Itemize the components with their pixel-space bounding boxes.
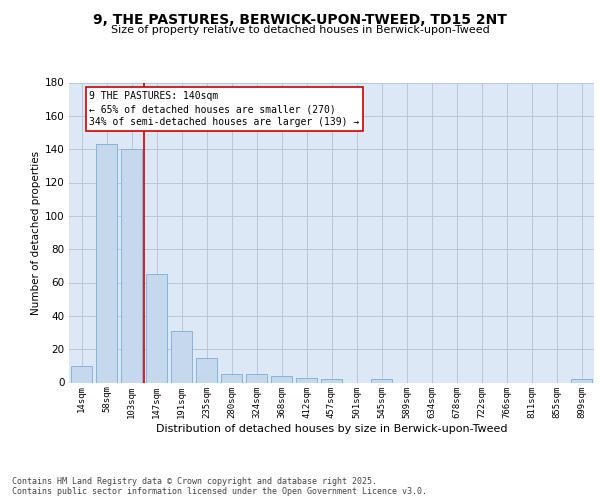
X-axis label: Distribution of detached houses by size in Berwick-upon-Tweed: Distribution of detached houses by size … bbox=[156, 424, 507, 434]
Text: 9, THE PASTURES, BERWICK-UPON-TWEED, TD15 2NT: 9, THE PASTURES, BERWICK-UPON-TWEED, TD1… bbox=[93, 12, 507, 26]
Bar bbox=[246, 374, 267, 382]
Text: Contains public sector information licensed under the Open Government Licence v3: Contains public sector information licen… bbox=[12, 487, 427, 496]
Bar bbox=[271, 376, 292, 382]
Bar bbox=[296, 378, 317, 382]
Y-axis label: Number of detached properties: Number of detached properties bbox=[31, 150, 41, 314]
Bar bbox=[146, 274, 167, 382]
Bar bbox=[196, 358, 217, 382]
Text: 9 THE PASTURES: 140sqm
← 65% of detached houses are smaller (270)
34% of semi-de: 9 THE PASTURES: 140sqm ← 65% of detached… bbox=[89, 91, 359, 127]
Bar bbox=[221, 374, 242, 382]
Bar bbox=[321, 379, 342, 382]
Bar bbox=[96, 144, 117, 382]
Bar bbox=[121, 149, 142, 382]
Bar bbox=[571, 379, 592, 382]
Text: Size of property relative to detached houses in Berwick-upon-Tweed: Size of property relative to detached ho… bbox=[110, 25, 490, 35]
Bar bbox=[371, 379, 392, 382]
Bar bbox=[71, 366, 92, 382]
Text: Contains HM Land Registry data © Crown copyright and database right 2025.: Contains HM Land Registry data © Crown c… bbox=[12, 477, 377, 486]
Bar bbox=[171, 331, 192, 382]
